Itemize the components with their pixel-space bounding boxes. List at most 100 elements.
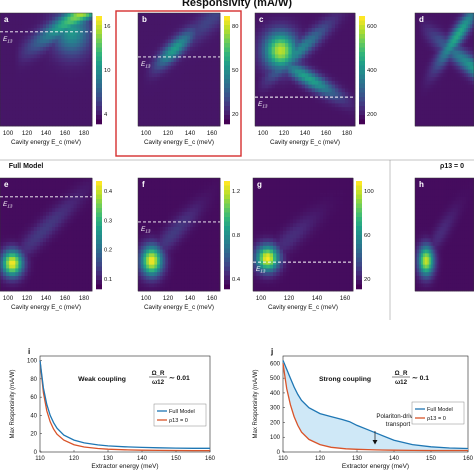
heatmap-cell	[33, 275, 38, 281]
heatmap-cell	[285, 114, 289, 119]
heatmap-cell	[325, 61, 329, 67]
heatmap-cell	[88, 110, 93, 116]
heatmap-cell	[42, 122, 47, 127]
x-tick-label: 140	[41, 130, 52, 137]
heatmap-cell	[206, 118, 210, 123]
heatmap-cell	[148, 196, 153, 201]
heatmap-cell	[328, 69, 333, 74]
heatmap-cell	[258, 122, 263, 127]
heatmap-cell	[341, 122, 346, 127]
heatmap-cell	[36, 279, 41, 284]
heatmap-cell	[12, 43, 16, 48]
heatmap-cell	[61, 196, 65, 201]
heatmap-cell	[345, 35, 349, 40]
heatmap-cell	[61, 80, 65, 85]
heatmap-cell	[255, 95, 259, 101]
heatmap-cell	[195, 84, 199, 89]
heatmap-cell	[348, 43, 353, 48]
heatmap-cell	[281, 69, 286, 74]
heatmap-cell	[18, 20, 22, 25]
heatmap-cell	[325, 46, 329, 52]
heatmap-cell	[146, 16, 150, 21]
heatmap-cell	[76, 181, 81, 186]
heatmap-cell	[157, 238, 161, 243]
heatmap-cell	[82, 215, 87, 220]
heatmap-cell	[198, 92, 202, 97]
heatmap-cell	[154, 95, 158, 101]
heatmap-cell	[165, 272, 169, 277]
heatmap-cell	[258, 24, 263, 29]
heatmap-cell	[271, 46, 276, 52]
heatmap-cell	[348, 77, 353, 82]
heatmap-cell	[458, 77, 461, 82]
heatmap-cell	[154, 43, 158, 48]
heatmap-cell	[148, 230, 153, 235]
heatmap-cell	[424, 88, 428, 93]
heatmap-cell	[308, 73, 313, 78]
heatmap-cell	[70, 287, 74, 292]
heatmap-cell	[165, 196, 169, 201]
heatmap-cell	[278, 39, 283, 44]
heatmap-cell	[27, 272, 32, 277]
heatmap-cell	[79, 39, 84, 44]
heatmap-cell	[76, 110, 81, 116]
heatmap-cell	[454, 28, 457, 33]
heatmap-cell	[6, 189, 10, 194]
heatmap-cell	[151, 208, 155, 213]
colorbar-cell	[224, 74, 230, 80]
heatmap-cell	[151, 84, 155, 89]
heatmap-cell	[70, 204, 74, 209]
heatmap-cell	[49, 107, 53, 112]
heatmap-cell	[58, 20, 62, 25]
heatmap-cell	[464, 58, 467, 63]
heatmap-cell	[452, 92, 455, 97]
heatmap-cell	[49, 275, 53, 281]
heatmap-cell	[341, 118, 346, 123]
heatmap-cell	[432, 58, 436, 63]
heatmap-cell	[67, 200, 71, 205]
heatmap-cell	[198, 84, 202, 89]
heatmap-cell	[143, 73, 147, 78]
heatmap-cell	[76, 238, 81, 243]
heatmap-cell	[18, 189, 22, 194]
heatmap-cell	[52, 77, 56, 82]
heatmap-cell	[168, 88, 172, 93]
heatmap-cell	[206, 35, 210, 40]
heatmap-cell	[416, 28, 420, 33]
heatmap-cell	[46, 107, 50, 112]
heatmap-cell	[36, 242, 41, 247]
heatmap-cell	[85, 208, 90, 213]
heatmap-cell	[46, 189, 50, 194]
heatmap-cell	[301, 43, 306, 48]
heatmap-cell	[9, 272, 13, 277]
heatmap-cell	[39, 200, 44, 205]
heatmap-cell	[39, 234, 44, 239]
heatmap-cell	[88, 65, 93, 70]
heatmap-cell	[265, 31, 269, 36]
heatmap-cell	[88, 226, 93, 232]
heatmap-cell	[12, 189, 16, 194]
heatmap-cell	[345, 122, 349, 127]
heatmap-cell	[298, 46, 303, 52]
heatmap-cell	[49, 13, 53, 18]
heatmap-cell	[295, 77, 299, 82]
heatmap-cell	[73, 122, 78, 127]
heatmap-cell	[341, 80, 346, 85]
heatmap-cell	[301, 13, 306, 18]
heatmap-cell	[472, 16, 474, 21]
heatmap-cell	[420, 35, 424, 40]
heatmap-cell	[211, 107, 215, 112]
heatmap-cell	[27, 215, 32, 220]
heatmap-cell	[462, 46, 465, 52]
heatmap-cell	[138, 283, 142, 288]
heatmap-cell	[73, 230, 78, 235]
heatmap-cell	[211, 20, 215, 25]
heatmap-cell	[436, 73, 439, 78]
heatmap-cell	[440, 92, 443, 97]
heatmap-cell	[49, 110, 53, 116]
heatmap-cell	[159, 245, 163, 250]
heatmap-cell	[146, 242, 150, 247]
heatmap-cell	[159, 279, 163, 284]
heatmap-cell	[281, 16, 286, 21]
heatmap-cell	[55, 65, 59, 70]
